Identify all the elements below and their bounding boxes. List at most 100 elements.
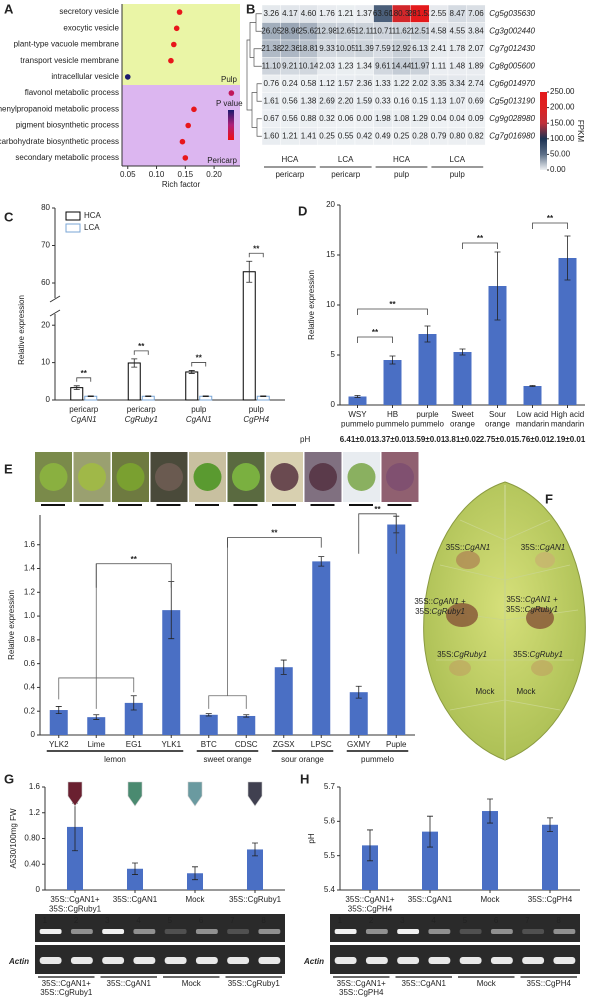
- column-group-label: pulp: [394, 170, 410, 179]
- leaf-label: 35S::CgRuby1: [506, 605, 558, 614]
- gel-band: [102, 929, 125, 934]
- bar: [127, 868, 143, 890]
- cell-label: 1.61: [264, 96, 280, 105]
- ph-label: 3.37±0.01: [375, 435, 411, 444]
- y-tick-label: 1.2: [29, 808, 41, 817]
- gel-band: [164, 929, 187, 934]
- comparison-line: [208, 695, 247, 709]
- x-tick-label: orange: [450, 420, 475, 429]
- cell-label: 0.25: [319, 131, 335, 140]
- significance-bracket: [227, 537, 322, 548]
- cell-label: 1.34: [357, 61, 373, 70]
- gel-band: [490, 957, 513, 964]
- fruit: [270, 463, 299, 491]
- bar: [422, 831, 438, 890]
- error-bar: [145, 395, 152, 398]
- x-tick-label: pericarp: [69, 405, 98, 414]
- y-tick-label: 10: [41, 358, 50, 367]
- cell-label: 0.56: [282, 96, 298, 105]
- cell-label: 2.36: [357, 79, 373, 88]
- gel-band: [522, 929, 545, 934]
- error-bar: [494, 251, 501, 321]
- cell-label: 0.76: [264, 79, 280, 88]
- y-category-label: pigment biosynthetic process: [16, 121, 119, 130]
- x-tick-label: 0.10: [149, 170, 165, 179]
- cell-label: 11.97: [410, 61, 430, 70]
- y-tick-label: 0.80: [24, 834, 40, 843]
- cell-label: 1.41: [301, 131, 317, 140]
- lane-number: 4: [136, 916, 141, 925]
- gel-band: [227, 929, 250, 934]
- cell-label: 12.51: [410, 26, 431, 35]
- gel-band: [490, 929, 513, 934]
- panel-label: H: [300, 771, 309, 786]
- y-tick-label: 60: [41, 278, 50, 287]
- y-tick-label: 5.6: [324, 816, 336, 825]
- gel-band: [227, 957, 250, 964]
- ph-label: 3.59±0.01: [410, 435, 446, 444]
- error-bar: [260, 395, 267, 398]
- gel-band: [258, 957, 281, 964]
- cell-label: 21.38: [261, 44, 282, 53]
- y-tick-label: 0.4: [24, 683, 36, 692]
- x-tick-label: BTC: [201, 740, 217, 749]
- error-bar: [132, 862, 138, 875]
- cell-label: 1.76: [319, 9, 335, 18]
- significance-bracket: [532, 222, 568, 229]
- bar: [274, 667, 293, 735]
- x-tick-label: mandarin: [551, 420, 584, 429]
- significance-label: **: [131, 555, 138, 564]
- column-group-label: HCA: [281, 155, 299, 164]
- x-tick-label: CgPH4: [243, 415, 269, 424]
- significance-bracket: [191, 362, 207, 367]
- leaf-label: 35S:CgRuby1: [513, 650, 563, 659]
- gel-band: [102, 957, 125, 964]
- x-tick-label: mandarin: [516, 420, 549, 429]
- y-tick-label: 5.4: [324, 885, 336, 894]
- gel-band: [553, 929, 576, 934]
- cell-label: 1.29: [412, 114, 428, 123]
- cell-label: 2.07: [468, 44, 484, 53]
- significance-bracket: [358, 513, 397, 554]
- y-tick-label: 70: [41, 241, 50, 250]
- pulp-background: [122, 4, 240, 85]
- error-bar: [87, 395, 94, 397]
- cell-label: 28.96: [280, 26, 301, 35]
- cell-label: 0.58: [301, 79, 317, 88]
- y-tick-label: 5.7: [324, 782, 336, 791]
- cell-label: 0.56: [282, 114, 298, 123]
- gel-separator: [35, 942, 285, 945]
- x-tick-label: High acid: [551, 410, 584, 419]
- x-tick-label: 35S::CgAN1+: [50, 895, 99, 904]
- x-tick-label: 0.15: [178, 170, 194, 179]
- x-tick-label: YLK2: [49, 740, 69, 749]
- gel-band: [39, 957, 62, 964]
- x-tick-label: LPSC: [311, 740, 332, 749]
- cell-label: 9.21: [282, 61, 298, 70]
- panel-label: C: [4, 209, 14, 224]
- cell-label: 0.15: [412, 96, 428, 105]
- dot: [228, 90, 235, 96]
- column-group-label: HCA: [393, 155, 411, 164]
- lane-number: 5: [168, 916, 173, 925]
- gel-group-label: 35S::CgAN1: [402, 979, 447, 988]
- y-axis-label: Relative expression: [7, 590, 16, 660]
- bar: [312, 561, 331, 735]
- cell-label: 2.02: [412, 79, 428, 88]
- y-category-label: secondary metabolic process: [15, 153, 119, 162]
- cell-label: 11.10: [262, 61, 282, 70]
- y-tick-label: 0: [46, 395, 51, 404]
- row-label: Cg3g002440: [489, 26, 535, 35]
- legend-swatch: [65, 211, 81, 221]
- x-tick-label: Sweet: [451, 410, 474, 419]
- gel-band: [164, 957, 187, 964]
- bar: [199, 714, 218, 735]
- cell-label: 6.13: [412, 44, 428, 53]
- cell-label: 7.06: [468, 9, 484, 18]
- y-tick-label: 80: [41, 203, 50, 212]
- gel-band: [133, 929, 156, 934]
- y-tick-label: 0: [31, 730, 36, 739]
- significance-label: **: [253, 244, 260, 253]
- y-category-label: carbohydrate biosynthetic process: [0, 137, 119, 146]
